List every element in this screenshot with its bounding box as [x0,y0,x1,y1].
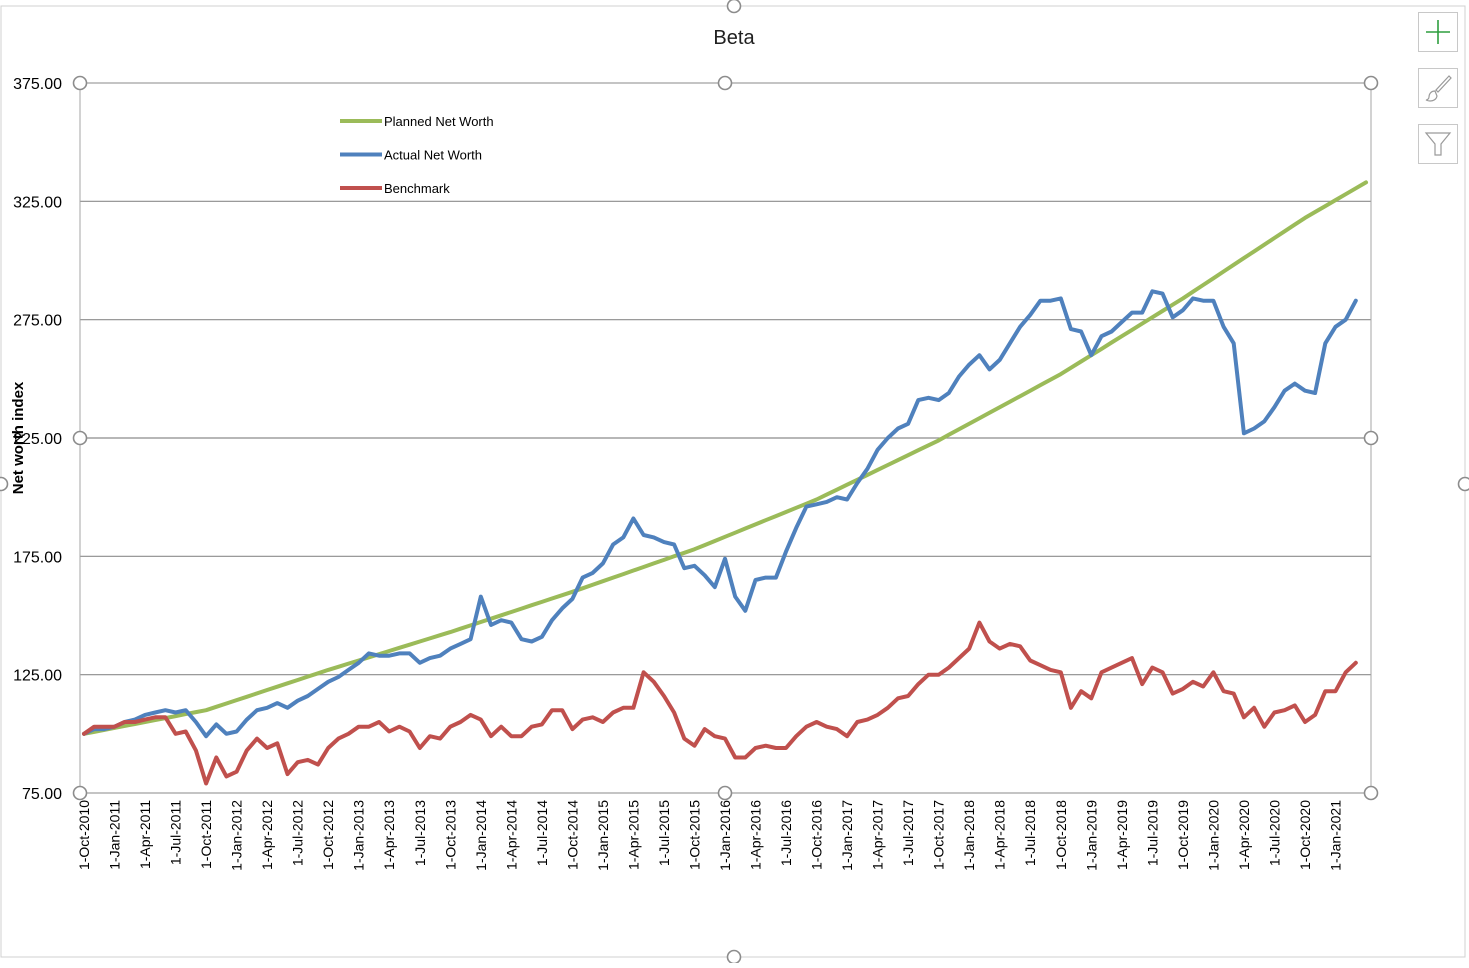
x-tick-label: 1-Jul-2012 [290,800,306,866]
x-tick-label: 1-Jan-2016 [717,800,733,871]
resize-handle[interactable] [728,0,741,13]
x-tick-label: 1-Jan-2017 [839,800,855,871]
x-tick-label: 1-Jan-2014 [473,800,489,871]
x-tick-label: 1-Apr-2017 [870,800,886,870]
x-tick-label: 1-Apr-2019 [1114,800,1130,870]
resize-handle[interactable] [1365,432,1378,445]
legend-entry: Actual Net Worth [384,148,482,163]
paintbrush-icon [1423,73,1453,103]
x-tick-label: 1-Jan-2019 [1083,800,1099,871]
x-tick-label: 1-Jul-2011 [168,800,184,865]
x-tick-label: 1-Apr-2014 [503,800,519,870]
x-tick-label: 1-Oct-2018 [1053,800,1069,870]
x-tick-label: 1-Jul-2019 [1144,800,1160,866]
x-tick-label: 1-Apr-2020 [1236,800,1252,870]
y-tick-label: 275.00 [13,313,62,330]
chart-title: Beta [713,27,755,49]
resize-handle[interactable] [1365,787,1378,800]
x-tick-label: 1-Oct-2019 [1175,800,1191,870]
resize-handle[interactable] [1459,478,1469,491]
x-tick-label: 1-Apr-2018 [992,800,1008,870]
x-tick-label: 1-Apr-2013 [381,800,397,870]
resize-handle[interactable] [0,478,8,491]
x-tick-label: 1-Apr-2016 [748,800,764,870]
x-tick-label: 1-Jan-2018 [961,800,977,871]
y-tick-label: 325.00 [13,194,62,211]
x-tick-label: 1-Apr-2011 [137,800,153,869]
y-tick-label: 125.00 [13,668,62,685]
x-tick-label: 1-Apr-2015 [625,800,641,870]
x-tick-label: 1-Jan-2011 [107,800,123,870]
chart-filters-button[interactable] [1418,124,1458,164]
x-tick-label: 1-Oct-2015 [686,800,702,870]
y-tick-label: 175.00 [13,549,62,566]
resize-handle[interactable] [719,787,732,800]
resize-handle[interactable] [74,787,87,800]
x-tick-label: 1-Jan-2015 [595,800,611,871]
x-tick-label: 1-Jul-2016 [778,800,794,866]
x-tick-label: 1-Oct-2010 [76,800,92,870]
x-tick-label: 1-Jan-2012 [229,800,245,871]
x-tick-label: 1-Jul-2018 [1022,800,1038,866]
plus-icon [1423,17,1453,47]
legend-entry: Planned Net Worth [384,114,494,129]
y-tick-label: 75.00 [22,786,62,803]
legend-entry: Benchmark [384,181,450,196]
x-tick-label: 1-Oct-2014 [564,800,580,870]
resize-handle[interactable] [728,951,741,964]
x-tick-label: 1-Oct-2012 [320,800,336,870]
chart-elements-button[interactable] [1418,12,1458,52]
funnel-icon [1423,129,1453,159]
x-tick-label: 1-Jan-2020 [1205,800,1221,871]
x-tick-label: 1-Oct-2020 [1297,800,1313,870]
resize-handle[interactable] [719,77,732,90]
x-tick-label: 1-Jul-2017 [900,800,916,866]
x-tick-label: 1-Jan-2021 [1327,800,1343,871]
x-tick-label: 1-Jul-2013 [412,800,428,866]
y-axis-label: Net worth index [10,381,27,494]
x-tick-label: 1-Oct-2011 [198,800,214,869]
x-tick-label: 1-Jan-2013 [351,800,367,871]
y-tick-label: 375.00 [13,76,62,93]
x-tick-label: 1-Oct-2017 [931,800,947,870]
resize-handle[interactable] [1365,77,1378,90]
resize-handle[interactable] [74,77,87,90]
x-tick-label: 1-Jul-2020 [1266,800,1282,866]
x-tick-label: 1-Oct-2016 [809,800,825,870]
x-tick-label: 1-Jul-2014 [534,800,550,866]
resize-handle[interactable] [74,432,87,445]
chart-styles-button[interactable] [1418,68,1458,108]
x-tick-label: 1-Oct-2013 [442,800,458,870]
x-tick-label: 1-Jul-2015 [656,800,672,866]
x-tick-label: 1-Apr-2012 [259,800,275,870]
